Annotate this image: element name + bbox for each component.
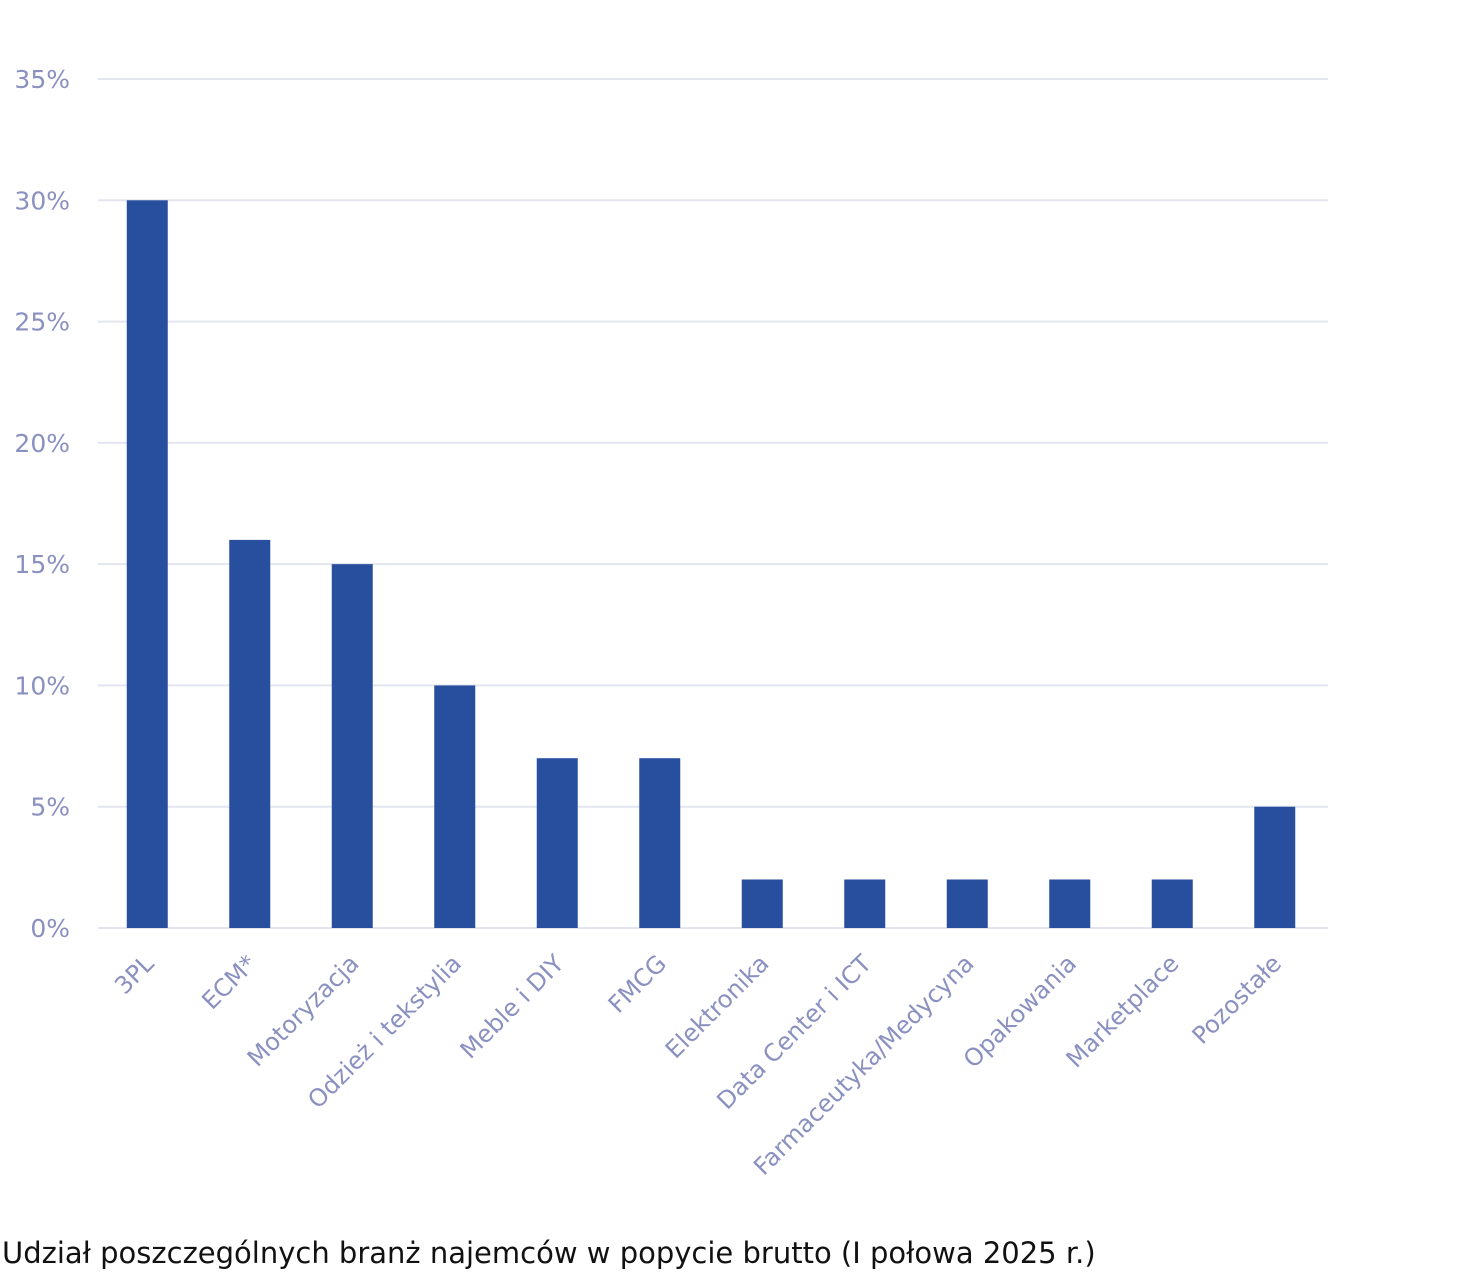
y-tick-label: 20%	[14, 429, 70, 458]
y-tick-label: 35%	[14, 65, 70, 94]
x-tick-label: ECM*	[196, 949, 262, 1015]
bar	[1049, 879, 1091, 928]
x-tick-label: FMCG	[603, 949, 672, 1018]
bar	[1254, 806, 1296, 928]
bar	[331, 564, 373, 928]
x-tick-label: 3PL	[109, 949, 160, 1000]
y-tick-label: 5%	[30, 793, 70, 822]
bar	[741, 879, 783, 928]
bar	[126, 200, 168, 929]
x-tick-label: Pozostałe	[1187, 949, 1287, 1049]
x-tick-label: Farmaceutyka/Medycyna	[748, 949, 979, 1180]
bar	[844, 879, 886, 928]
chart-title: Udział poszczególnych branż najemców w p…	[2, 1236, 1096, 1270]
y-tick-label: 30%	[14, 186, 70, 215]
x-tick-label: Elektronika	[660, 949, 775, 1064]
bar	[229, 539, 271, 928]
x-tick-label: Meble i DIY	[455, 949, 570, 1064]
bar	[946, 879, 988, 928]
bar	[536, 758, 578, 928]
bar	[434, 685, 476, 928]
y-tick-label: 10%	[14, 671, 70, 700]
y-tick-label: 25%	[14, 308, 70, 337]
bar	[1151, 879, 1193, 928]
y-tick-label: 0%	[30, 914, 70, 943]
y-tick-label: 15%	[14, 550, 70, 579]
bar	[639, 758, 681, 928]
